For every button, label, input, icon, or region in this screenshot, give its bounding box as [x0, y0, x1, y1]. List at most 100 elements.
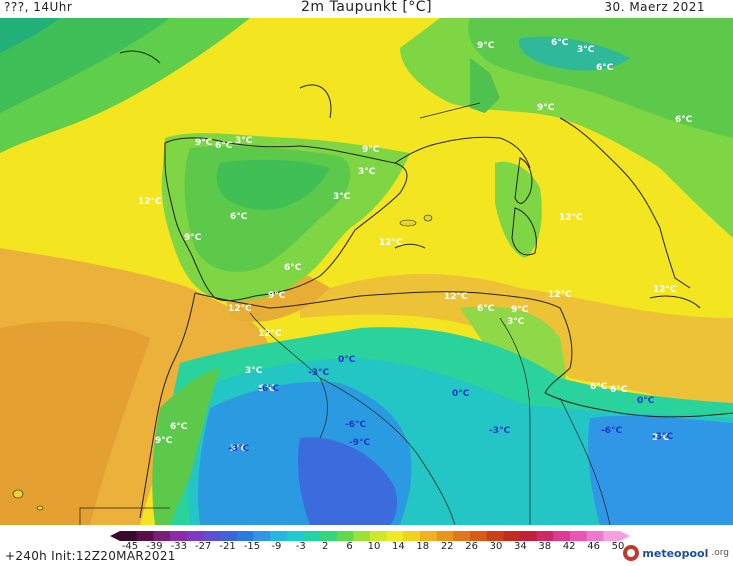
colorbar-tick: 50	[611, 541, 625, 552]
colorbar-segment	[120, 531, 138, 541]
colorbar-segment	[320, 531, 338, 541]
map-label: 9°C	[537, 103, 555, 113]
meteopool-logo-icon	[623, 545, 640, 561]
colorbar-segment	[403, 531, 421, 541]
colorbar-segment	[303, 531, 321, 541]
map-label: -6°C	[258, 384, 279, 394]
map-label: -3°C	[489, 426, 510, 436]
iberia-moist-center	[216, 159, 330, 210]
map-label: 3°C	[652, 433, 670, 443]
colorbar-tick: 14	[392, 541, 405, 552]
med-warm-band	[300, 274, 733, 418]
map-label: 3°C	[245, 366, 263, 376]
map-label: 3°C	[577, 45, 595, 55]
map-label: -9°C	[349, 438, 370, 448]
map-label: 6°C	[170, 422, 188, 432]
map-footer: -45 -39 -33 -27 -21 -15 -9 -3 2 6 10 14 18 22 26 30 34 38…	[0, 525, 733, 566]
dewpoint-colorbar	[110, 531, 630, 541]
map-label: 6°C	[258, 384, 276, 394]
map-title: 2m Taupunkt [°C]	[300, 0, 433, 15]
colorbar-tick: 10	[367, 541, 381, 552]
map-label: -6°C	[601, 426, 622, 436]
colorbar-tick: -21	[219, 541, 236, 552]
map-label: 12°C	[138, 197, 162, 207]
map-label: 3°C	[230, 444, 248, 454]
colorbar-segment	[186, 531, 204, 541]
map-label: 12°C	[559, 213, 583, 223]
colorbar-tick: -39	[146, 541, 163, 552]
map-label: 9°C	[362, 145, 380, 155]
coastlines	[119, 50, 733, 519]
map-label: -6°C	[345, 420, 366, 430]
colorbar-segment	[453, 531, 471, 541]
colorbar-tick-labels: -45 -39 -33 -27 -21 -15 -9 -3 2 6 10 14 18 22 26 30 34 38…	[0, 541, 733, 555]
colorbar-segment	[370, 531, 388, 541]
isotherm-labels-negative: 0°C -3°C 0°C -6°C -9°C -3°C -6°C -3°C 0°…	[228, 355, 673, 454]
map-label: 6°C	[610, 385, 628, 395]
map-label: -3°C	[228, 444, 249, 454]
colorbar-segment	[503, 531, 521, 541]
colorbar-segment	[236, 531, 254, 541]
map-label: 3°C	[235, 136, 253, 146]
colorbar-segment	[170, 531, 188, 541]
colorbar-segment	[420, 531, 438, 541]
brand-name: meteopool	[642, 546, 709, 560]
map-label: 6°C	[284, 263, 302, 273]
map-label: 6°C	[551, 38, 569, 48]
colorbar-tick: 30	[489, 541, 503, 552]
map-label: 6°C	[477, 304, 495, 314]
colorbar-segment	[270, 531, 288, 541]
map-label: 3°C	[333, 192, 351, 202]
map-label: 0°C	[637, 396, 655, 406]
brand[interactable]: meteopool .org	[623, 545, 729, 561]
sahara-driest-region	[298, 437, 398, 525]
colorbar-segment	[203, 531, 221, 541]
map-label: -3°C	[308, 368, 329, 378]
islands	[12, 214, 433, 511]
map-label: 9°C	[511, 305, 529, 315]
colorbar-tick: -45	[121, 541, 139, 552]
libya-dry-region	[588, 415, 733, 525]
colorbar-tick: 38	[538, 541, 552, 552]
colorbar-tick: 2	[322, 541, 329, 552]
forecast-run-label: +240h Init:12Z20MAR2021	[5, 549, 176, 563]
colorbar-tick: -27	[195, 541, 212, 552]
alpine-valley	[470, 58, 500, 113]
colorbar-segment	[553, 531, 571, 541]
colorbar-segment	[603, 531, 621, 541]
map-label: 3°C	[507, 317, 525, 327]
colorbar-tick: 18	[416, 541, 430, 552]
map-label: 9°C	[155, 436, 173, 446]
map-label: 6°C	[675, 115, 693, 125]
colorbar-segment	[586, 531, 604, 541]
colorbar-tick: 22	[440, 541, 454, 552]
map-label: 12°C	[444, 292, 468, 302]
colorbar-tick: -3	[295, 541, 306, 552]
colorbar-segment	[570, 531, 588, 541]
colorbar-segment	[136, 531, 154, 541]
map-header: ???, 14Uhr 2m Taupunkt [°C] 30. Maerz 20…	[0, 0, 733, 18]
colorbar-segment	[536, 531, 554, 541]
atlantic-moist-core	[0, 18, 170, 113]
colorbar-segment	[520, 531, 538, 541]
atlantic-moist-center	[0, 18, 60, 53]
colorbar-segment	[336, 531, 354, 541]
map-label: 0°C	[338, 355, 356, 365]
map-label: 6°C	[590, 382, 608, 392]
map-label: 6°C	[215, 141, 233, 151]
map-label: -3°C	[652, 432, 673, 442]
colorbar-min-arrow	[110, 531, 120, 541]
colorbar-segment	[486, 531, 504, 541]
map-label: 12°C	[228, 304, 252, 314]
map-label: 0°C	[452, 389, 470, 399]
map-label: 12°C	[653, 285, 677, 295]
colorbar-segment	[286, 531, 304, 541]
morocco-coastal-moist	[152, 368, 220, 525]
colorbar-tick: -33	[170, 541, 187, 552]
map-label: 6°C	[230, 212, 248, 222]
colorbar-tick: -9	[271, 541, 282, 552]
colorbar-segment	[436, 531, 454, 541]
colorbar-tick: 42	[562, 541, 576, 552]
valid-date-label: 30. Maerz 2021	[604, 0, 705, 14]
colorbar-tick: 46	[587, 541, 600, 552]
